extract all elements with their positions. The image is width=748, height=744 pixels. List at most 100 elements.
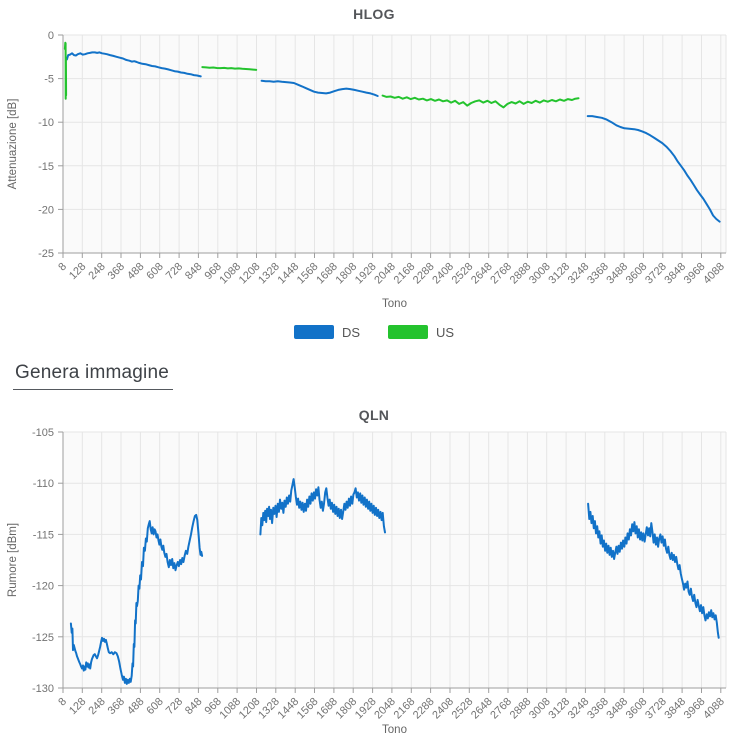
svg-text:608: 608: [144, 261, 165, 282]
legend-swatch: [388, 325, 428, 339]
svg-text:2288: 2288: [411, 696, 437, 722]
svg-text:4088: 4088: [701, 696, 727, 722]
svg-text:1568: 1568: [295, 696, 321, 722]
svg-text:128: 128: [67, 261, 88, 282]
axes: [58, 34, 726, 258]
gridlines: [63, 431, 727, 688]
svg-text:3488: 3488: [604, 696, 630, 722]
gridlines: [63, 34, 727, 253]
svg-text:2168: 2168: [392, 696, 418, 722]
legend-item-us[interactable]: US: [388, 325, 454, 340]
svg-text:8: 8: [56, 696, 69, 709]
svg-text:488: 488: [125, 261, 146, 282]
svg-text:-25: -25: [38, 248, 54, 260]
svg-text:248: 248: [86, 261, 107, 282]
svg-text:728: 728: [164, 696, 185, 717]
svg-text:-10: -10: [38, 117, 54, 129]
legend-label: US: [436, 324, 455, 340]
svg-text:1928: 1928: [353, 696, 379, 722]
y-tick-labels: -105 -110 -115 -120 -125 -130: [32, 427, 54, 695]
y-axis-title: Rumore [dBm]: [7, 523, 19, 597]
y-axis-title: Attenuazione [dB]: [7, 99, 19, 190]
legend-item-ds[interactable]: DS: [293, 324, 360, 340]
svg-text:-15: -15: [38, 161, 54, 173]
svg-text:1328: 1328: [256, 696, 282, 722]
svg-text:1448: 1448: [276, 261, 302, 287]
svg-text:2648: 2648: [469, 261, 495, 287]
svg-text:3848: 3848: [662, 696, 688, 722]
series-line-ds: [586, 115, 721, 223]
svg-text:1208: 1208: [237, 261, 263, 287]
svg-text:1808: 1808: [334, 261, 360, 287]
svg-text:3008: 3008: [527, 696, 553, 722]
svg-text:3488: 3488: [604, 261, 630, 287]
svg-text:3968: 3968: [682, 696, 708, 722]
svg-text:2768: 2768: [488, 696, 514, 722]
qln-plot: 8128248368488608728848968108812081328144…: [7, 427, 727, 736]
svg-text:3728: 3728: [643, 696, 669, 722]
svg-text:368: 368: [106, 696, 127, 717]
svg-text:1088: 1088: [217, 261, 243, 287]
svg-text:3008: 3008: [527, 261, 553, 287]
svg-text:3608: 3608: [624, 261, 650, 287]
svg-text:1928: 1928: [353, 261, 379, 287]
svg-text:488: 488: [125, 696, 146, 717]
svg-text:-5: -5: [44, 74, 54, 86]
axes: [58, 431, 726, 693]
svg-text:3848: 3848: [662, 261, 688, 287]
svg-text:0: 0: [48, 30, 54, 42]
svg-text:1808: 1808: [334, 696, 360, 722]
svg-text:4088: 4088: [701, 261, 727, 287]
series-line-ds: [259, 478, 386, 536]
chart-legend: DS US: [0, 324, 748, 340]
series-line-ds: [65, 51, 202, 78]
x-axis-title: Tono: [382, 724, 407, 736]
svg-text:-110: -110: [33, 478, 54, 490]
series-line-ds: [69, 513, 204, 685]
series-line-us: [381, 94, 580, 109]
svg-text:3128: 3128: [546, 261, 572, 287]
x-axis-title: Tono: [382, 298, 407, 310]
svg-text:1088: 1088: [217, 696, 243, 722]
svg-text:128: 128: [67, 696, 88, 717]
svg-text:1208: 1208: [237, 696, 263, 722]
x-tick-labels: 8128248368488608728848968108812081328144…: [56, 261, 727, 287]
svg-text:-125: -125: [32, 632, 54, 644]
svg-text:2888: 2888: [508, 696, 534, 722]
svg-text:-115: -115: [33, 529, 54, 541]
svg-text:1688: 1688: [314, 696, 340, 722]
svg-text:2768: 2768: [488, 261, 514, 287]
svg-text:3368: 3368: [585, 261, 611, 287]
svg-text:2048: 2048: [372, 261, 398, 287]
chart-hlog: 8 128 248 368 488 608 728 848 968 1088 1208 1328 144…: [0, 28, 748, 315]
svg-text:2528: 2528: [450, 261, 476, 287]
svg-text:848: 848: [183, 261, 204, 282]
series-line-us: [201, 66, 258, 71]
y-tick-labels: 0 -5 -10 -15 -20 -25: [38, 30, 54, 260]
genera-immagine-row: Genera immagine: [13, 362, 748, 395]
svg-text:2888: 2888: [508, 261, 534, 287]
svg-text:368: 368: [106, 261, 127, 282]
series-group: [63, 41, 721, 223]
svg-text:3968: 3968: [682, 261, 708, 287]
svg-text:2408: 2408: [430, 696, 456, 722]
svg-text:-130: -130: [32, 683, 54, 695]
svg-text:3728: 3728: [643, 261, 669, 287]
svg-text:2168: 2168: [392, 261, 418, 287]
chart-qln: 8 128 248 368 488 608 728 848 968 1088 1208 1328 144…: [0, 427, 748, 744]
svg-text:1328: 1328: [256, 261, 282, 287]
svg-text:-120: -120: [32, 581, 54, 593]
svg-text:1568: 1568: [295, 261, 321, 287]
svg-text:3248: 3248: [566, 696, 592, 722]
svg-text:2048: 2048: [372, 696, 398, 722]
hlog-chart-title: HLOG: [353, 6, 395, 22]
legend-label: DS: [341, 324, 360, 340]
svg-text:3128: 3128: [546, 696, 572, 722]
svg-text:3248: 3248: [566, 261, 592, 287]
svg-text:-20: -20: [38, 204, 54, 216]
svg-text:2408: 2408: [430, 261, 456, 287]
genera-immagine-link[interactable]: Genera immagine: [13, 362, 174, 390]
svg-text:1688: 1688: [314, 261, 340, 287]
svg-text:2648: 2648: [469, 696, 495, 722]
series-line-ds: [587, 502, 720, 639]
